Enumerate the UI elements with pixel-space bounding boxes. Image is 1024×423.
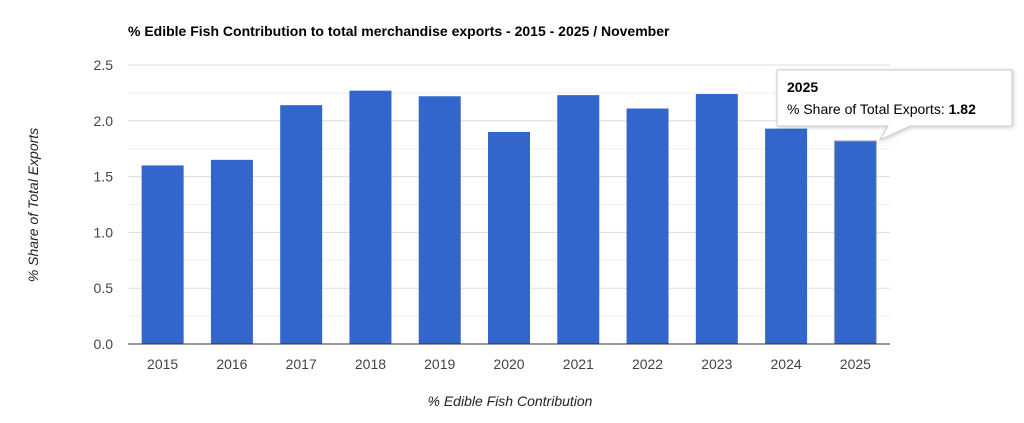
y-tick-label: 2.5 xyxy=(94,57,114,73)
y-tick-label: 2.0 xyxy=(94,113,114,129)
x-tick-label: 2018 xyxy=(355,356,386,372)
x-tick-label: 2023 xyxy=(701,356,732,372)
bar-2021 xyxy=(557,95,600,344)
tooltip-text: % Share of Total Exports: 1.82 xyxy=(787,101,976,117)
chart-title: % Edible Fish Contribution to total merc… xyxy=(128,23,670,39)
bar-2022 xyxy=(626,108,669,344)
y-axis-title: % Share of Total Exports xyxy=(25,128,41,282)
tooltip-value: 1.82 xyxy=(949,101,976,117)
x-axis-ticks: 2015 2016 2017 2018 2019 2020 2021 2022 2023 2024… xyxy=(147,356,871,372)
bar-2023 xyxy=(695,94,738,345)
tooltip-label: % Share of Total Exports: xyxy=(787,101,949,117)
bar-2025 xyxy=(833,140,877,345)
tooltip-box xyxy=(776,69,1013,142)
x-tick-label: 2025 xyxy=(840,356,871,372)
x-tick-label: 2019 xyxy=(424,356,455,372)
x-tick-label: 2021 xyxy=(563,356,594,372)
x-tick-label: 2024 xyxy=(771,356,802,372)
x-tick-label: 2020 xyxy=(493,356,524,372)
y-tick-label: 1.0 xyxy=(94,224,114,240)
y-tick-label: 1.5 xyxy=(94,169,114,185)
x-tick-label: 2016 xyxy=(216,356,247,372)
y-axis-ticks: 0.0 0.5 1.0 1.5 2.0 2.5 xyxy=(94,57,114,352)
bar-2016 xyxy=(210,159,253,344)
x-tick-label: 2017 xyxy=(286,356,317,372)
bars xyxy=(141,90,877,345)
y-tick-label: 0.5 xyxy=(94,280,114,296)
y-tick-label: 0.0 xyxy=(94,336,114,352)
tooltip-title: 2025 xyxy=(787,79,818,95)
bar-2020 xyxy=(488,131,530,344)
bar-2024 xyxy=(765,128,808,344)
x-tick-label: 2022 xyxy=(632,356,663,372)
x-tick-label: 2015 xyxy=(147,356,178,372)
bar-2017 xyxy=(280,105,323,345)
bar-2019 xyxy=(418,96,461,344)
bar-2015 xyxy=(141,165,184,344)
x-axis-title: % Edible Fish Contribution xyxy=(428,393,593,409)
tooltip: 2025 % Share of Total Exports: 1.82 xyxy=(776,69,1013,142)
bar-2018 xyxy=(349,90,392,344)
